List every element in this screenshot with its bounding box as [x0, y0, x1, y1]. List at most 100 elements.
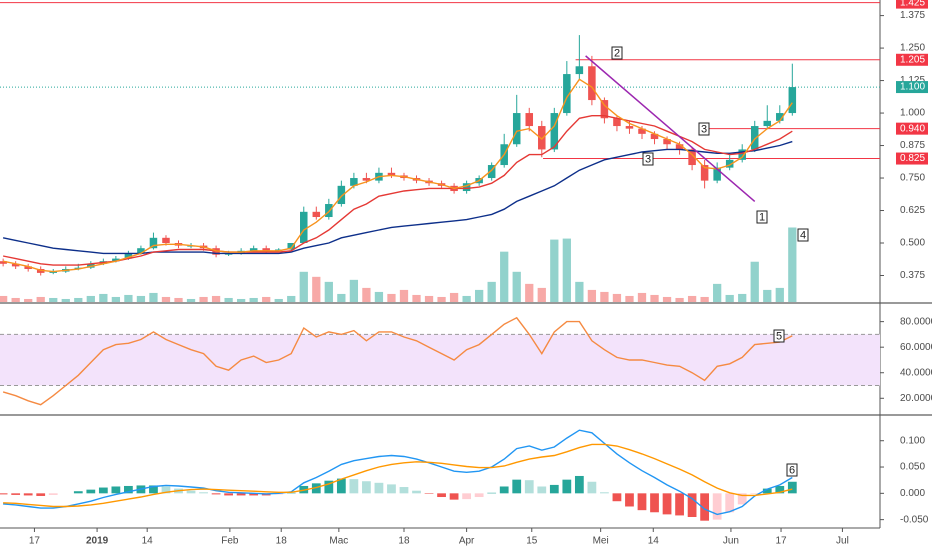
annotation-box: [698, 122, 710, 136]
level-label: 1.205: [900, 54, 925, 65]
volume-bar: [337, 293, 346, 302]
volume-bar: [36, 296, 45, 302]
volume-bar: [186, 298, 196, 302]
volume-bar: [324, 281, 333, 302]
histogram-bar: [499, 486, 509, 494]
indicator-line: [2, 140, 793, 255]
histogram-bar: [687, 493, 697, 518]
histogram-bar: [424, 493, 434, 494]
y-tick-label: 0.500: [900, 238, 925, 249]
histogram-bar: [562, 479, 572, 494]
candle-body: [675, 144, 684, 150]
annotation: 6: [789, 464, 795, 476]
candle-body: [124, 253, 133, 259]
volume-bar: [274, 298, 283, 302]
histogram-bar: [662, 493, 672, 515]
annotation: 4: [800, 229, 806, 241]
histogram-bar: [86, 489, 96, 494]
volume-bar: [700, 296, 709, 302]
candle-body: [688, 149, 696, 166]
volume-bar: [675, 297, 684, 302]
volume-bar: [149, 292, 158, 302]
histogram-bar: [211, 493, 221, 495]
candle-body: [350, 178, 358, 186]
candle-body: [512, 113, 521, 145]
x-tick-label: Mei: [593, 536, 609, 547]
volume-bar: [0, 295, 8, 302]
x-tick-label: Feb: [221, 536, 239, 547]
annotation: 3: [701, 123, 707, 135]
indicator-line: [2, 316, 793, 406]
candle-body: [788, 87, 797, 114]
volume-bar: [74, 297, 83, 302]
annotation: 3: [645, 153, 651, 165]
candle-body: [750, 126, 759, 150]
volume-bar: [612, 293, 622, 302]
volume-bar: [537, 287, 546, 302]
histogram-bar: [249, 493, 259, 496]
histogram-bar: [124, 485, 133, 494]
volume-bar: [550, 239, 559, 302]
volume-bar: [211, 295, 221, 302]
volume-bar: [237, 298, 246, 302]
x-tick-label: 2019: [86, 536, 109, 547]
candle-body: [613, 118, 621, 127]
level-tag: [896, 0, 928, 9]
level-tag: [896, 53, 928, 66]
volume-bar: [500, 251, 509, 302]
volume-bar: [387, 293, 396, 302]
histogram-bar: [336, 478, 346, 494]
histogram-bar: [574, 475, 584, 494]
candle-body: [11, 263, 20, 267]
level-label: 0.940: [900, 123, 925, 134]
annotation-box: [642, 152, 654, 166]
price-label: 1.100: [900, 82, 925, 93]
candle-body: [137, 248, 145, 254]
candle-body: [162, 237, 170, 244]
y-tick-label: 0.375: [900, 270, 925, 281]
y-tick-label: 0.050: [900, 462, 925, 473]
volume-bar: [399, 289, 409, 302]
histogram-bar: [437, 493, 446, 498]
rsi-band: [0, 334, 880, 386]
volume-bar: [575, 281, 584, 302]
volume-bar: [562, 238, 571, 302]
y-tick-label: 1.250: [900, 43, 925, 54]
volume-bar: [287, 295, 296, 302]
histogram-bar: [236, 493, 246, 496]
histogram-bar: [512, 479, 522, 494]
histogram-bar: [349, 479, 359, 494]
histogram-bar: [199, 492, 208, 494]
histogram-bar: [36, 493, 46, 496]
candle-body: [663, 139, 671, 145]
histogram-bar: [374, 482, 384, 494]
y-tick-label: 0.625: [900, 205, 925, 216]
candle-body: [763, 120, 772, 127]
x-tick-label: 18: [276, 536, 288, 547]
histogram-bar: [700, 493, 710, 521]
histogram-bar: [399, 487, 409, 494]
y-tick-label: 0.875: [900, 140, 925, 151]
histogram-bar: [712, 493, 722, 520]
candle-body: [525, 113, 534, 127]
x-tick-label: Jul: [836, 536, 849, 547]
histogram-bar: [675, 493, 684, 516]
volume-bar: [86, 295, 95, 302]
volume-bar: [625, 295, 634, 302]
volume-bar: [475, 289, 484, 302]
x-tick-label: 15: [526, 536, 538, 547]
x-tick-label: 18: [398, 536, 410, 547]
indicator-line: [3, 429, 793, 516]
volume-bar: [775, 287, 784, 302]
histogram-bar: [537, 486, 547, 494]
price-tag: [896, 81, 928, 94]
histogram-bar: [73, 491, 83, 494]
trend-line: [585, 55, 756, 202]
volume-bar: [49, 297, 58, 302]
volume-bar: [487, 281, 496, 302]
volume-bar: [24, 298, 33, 302]
